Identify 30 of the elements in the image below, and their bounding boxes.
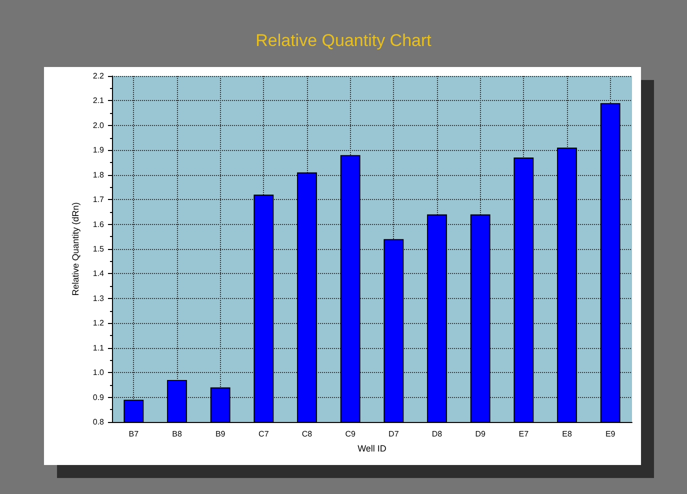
y-axis-title: Relative Quantity (dRn): [70, 202, 80, 296]
x-axis-title: Well ID: [358, 444, 387, 454]
y-tick-label: 1.1: [92, 343, 105, 352]
x-tick-label: B7: [128, 430, 140, 438]
y-tick-label: 1.6: [92, 220, 105, 229]
x-tick-label: C9: [345, 430, 356, 438]
x-tick-label: B8: [172, 430, 182, 438]
y-tick-label: 1.4: [92, 269, 105, 278]
x-tick-label: E9: [605, 430, 616, 438]
x-tick-label: D8: [432, 430, 443, 438]
x-tick-label: C8: [302, 430, 313, 438]
y-tick-label: 0.8: [92, 418, 105, 426]
x-tick-label: C7: [258, 430, 270, 438]
y-tick-label: 1.7: [92, 195, 105, 204]
y-tick-label: 2.0: [92, 120, 105, 130]
x-tick-label: E7: [518, 430, 530, 438]
y-tick-label: 2.2: [92, 72, 105, 80]
y-tick-label: 0.9: [92, 392, 105, 402]
y-tick-label: 2.1: [92, 96, 105, 106]
y-tick-label: 1.3: [92, 294, 105, 303]
x-tick-label: D7: [388, 430, 400, 438]
chart-title: Relative Quantity Chart: [256, 31, 432, 50]
y-tick-label: 1.8: [92, 170, 105, 180]
x-tick-label: E8: [562, 430, 572, 438]
y-tick-label: 1.5: [92, 244, 105, 254]
y-tick-label: 1.0: [92, 368, 105, 378]
x-tick-label: D9: [475, 430, 486, 438]
x-tick-label: B9: [215, 430, 226, 438]
y-tick-label: 1.2: [92, 318, 105, 328]
y-tick-label: 1.9: [92, 146, 105, 155]
